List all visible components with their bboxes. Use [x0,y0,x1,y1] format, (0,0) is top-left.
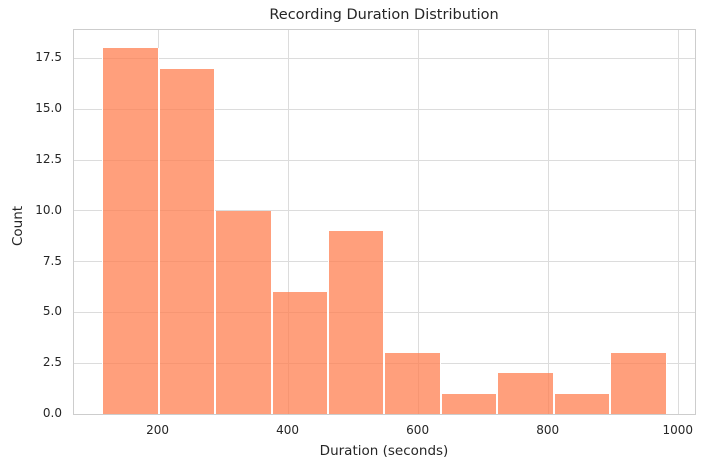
histogram-bar [158,68,216,414]
gridline-horizontal [74,210,695,212]
y-tick-label: 0.0 [42,406,62,420]
histogram-bar [271,292,329,414]
y-tick-label: 5.0 [42,304,62,319]
x-tick-label: 200 [146,423,169,437]
chart-title: Recording Duration Distribution [269,7,499,23]
x-tick-label: 1000 [662,423,694,437]
histogram-bar [328,231,385,414]
x-tick-label: 600 [406,423,430,437]
histogram-bar [553,393,611,414]
y-tick-label: 7.5 [42,253,62,268]
gridline-horizontal [74,159,695,161]
gridline-vertical [548,30,550,414]
histogram-bar [440,393,498,414]
y-tick-label: 17.5 [35,50,62,65]
x-tick-label: 800 [536,423,560,437]
gridline-horizontal [74,57,695,59]
plot-area [73,29,696,415]
gridline-horizontal [74,311,695,313]
y-tick-label: 12.5 [35,152,62,167]
y-tick-label: 2.5 [42,355,62,370]
gridline-vertical [418,30,420,414]
gridline-horizontal [74,108,695,110]
y-tick-label: 15.0 [35,101,62,116]
x-tick-label: 400 [276,423,300,437]
x-axis-label: Duration (seconds) [319,443,449,459]
gridline-vertical [288,30,290,414]
histogram-bar [215,210,272,414]
y-tick-label: 10.0 [35,202,62,217]
gridline-horizontal [74,261,695,263]
histogram-bar [497,373,554,414]
histogram-bar [610,353,668,414]
gridline-vertical [678,30,680,414]
histogram-bar [384,353,441,414]
histogram-bar [101,48,159,414]
